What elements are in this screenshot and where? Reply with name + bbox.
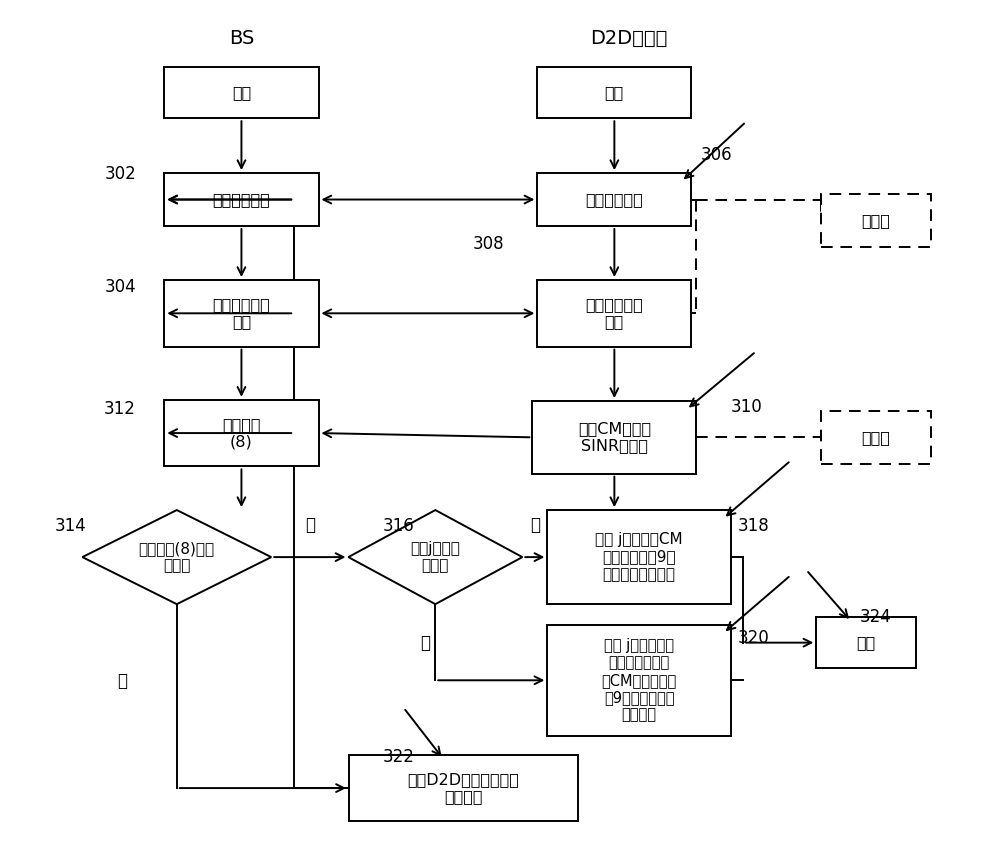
Text: 计算公式
(8): 计算公式 (8) [222, 417, 261, 449]
Text: 316: 316 [383, 517, 414, 536]
Text: 对应j値是否
唯一？: 对应j値是否 唯一？ [410, 541, 460, 573]
Text: 开始: 开始 [605, 85, 624, 100]
Text: 310: 310 [731, 398, 762, 416]
Text: 获取位置信息: 获取位置信息 [213, 192, 270, 207]
Polygon shape [348, 510, 522, 604]
Text: 否: 否 [420, 634, 430, 652]
Text: 318: 318 [738, 517, 769, 536]
FancyBboxPatch shape [537, 280, 691, 347]
Text: 开始: 开始 [232, 85, 251, 100]
Text: 采用 j値对应的频
谱通利用率最高
的CM并按照公式
（9）的功率条件
进行通信: 采用 j値对应的频 谱通利用率最高 的CM并按照公式 （9）的功率条件 进行通信 [602, 638, 677, 722]
FancyBboxPatch shape [537, 67, 691, 118]
Text: 324: 324 [860, 608, 892, 626]
FancyBboxPatch shape [532, 401, 696, 474]
FancyBboxPatch shape [547, 510, 731, 604]
Text: 是: 是 [305, 516, 315, 534]
FancyBboxPatch shape [537, 173, 691, 226]
FancyBboxPatch shape [164, 280, 319, 347]
Text: D2D发送端: D2D发送端 [591, 29, 668, 48]
Text: 否: 否 [117, 672, 127, 691]
Text: 312: 312 [104, 400, 136, 418]
Text: 322: 322 [383, 748, 415, 766]
Text: 获取位置信息: 获取位置信息 [585, 192, 643, 207]
Text: 320: 320 [738, 629, 769, 647]
FancyBboxPatch shape [821, 411, 931, 464]
Text: 链路层: 链路层 [861, 430, 890, 445]
FancyBboxPatch shape [547, 625, 731, 736]
FancyBboxPatch shape [164, 400, 319, 467]
Text: 判定公式(8)是否
成立？: 判定公式(8)是否 成立？ [139, 541, 215, 573]
Text: 通知D2D换用其它上行
频率资源: 通知D2D换用其它上行 频率资源 [407, 771, 519, 804]
Text: 获取CM对应的
SINR门限値: 获取CM对应的 SINR门限値 [578, 421, 651, 454]
FancyBboxPatch shape [164, 67, 319, 118]
Text: 结束: 结束 [856, 635, 876, 650]
Text: 304: 304 [104, 278, 136, 296]
Text: 308: 308 [472, 235, 504, 253]
Text: 物理层: 物理层 [861, 214, 890, 228]
Polygon shape [82, 510, 271, 604]
FancyBboxPatch shape [349, 755, 578, 821]
Text: BS: BS [229, 29, 254, 48]
FancyBboxPatch shape [164, 173, 319, 226]
Text: 314: 314 [55, 517, 86, 536]
Text: 是: 是 [530, 516, 540, 534]
Text: 302: 302 [104, 164, 136, 183]
Text: 获取信道衰落
因子: 获取信道衰落 因子 [585, 297, 643, 330]
Text: 306: 306 [701, 146, 733, 164]
Text: 获取信道衰落
因子: 获取信道衰落 因子 [213, 297, 270, 330]
FancyBboxPatch shape [816, 617, 916, 668]
FancyBboxPatch shape [821, 195, 931, 247]
Text: 采用 j値对应的CM
并按照公式（9）
功率条件进行通信: 采用 j値对应的CM 并按照公式（9） 功率条件进行通信 [595, 532, 683, 582]
